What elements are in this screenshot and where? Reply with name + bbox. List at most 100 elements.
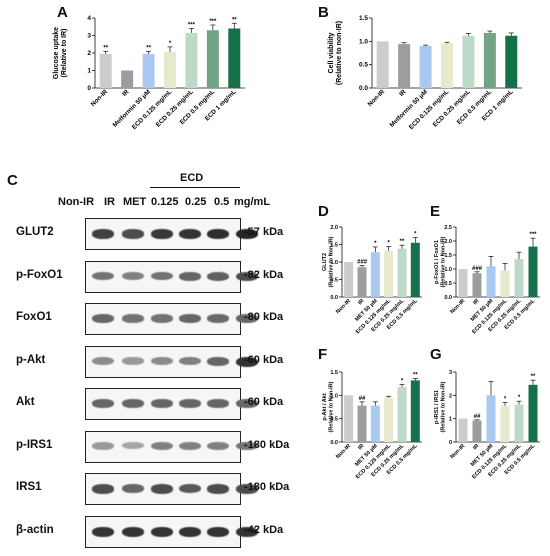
significance-label: * <box>414 232 417 238</box>
blot-band <box>92 314 114 323</box>
category-label: Non-IR <box>90 88 110 108</box>
y-tick-label: 0 <box>87 85 91 92</box>
blot-band <box>236 229 258 240</box>
significance-label: * <box>401 379 404 385</box>
blot-band <box>236 484 258 494</box>
bar <box>410 380 420 442</box>
bar <box>370 405 380 442</box>
category-label: ECD 0.125 mg/mL <box>131 88 174 131</box>
ecd-group-line <box>150 187 240 188</box>
y-axis-label-line: (Relative to Non-IR) <box>329 381 335 432</box>
significance-label: ** <box>400 239 405 245</box>
bar <box>514 259 524 297</box>
panel-letter-b: B <box>318 4 329 21</box>
blot-band <box>151 229 173 239</box>
y-tick-label: 1.0 <box>444 267 452 273</box>
blot-band <box>122 526 144 537</box>
category-label: IR <box>472 298 480 306</box>
blot-strip <box>85 388 258 420</box>
blot-band <box>92 526 114 537</box>
blot-band <box>207 441 229 450</box>
y-tick-label: 0.5 <box>444 281 452 287</box>
blot-band <box>179 356 201 365</box>
blot-kda-label: -60 kDa <box>244 353 284 366</box>
bar <box>370 252 380 297</box>
blot-band <box>151 526 173 537</box>
blot-strip <box>85 303 258 335</box>
panel-letter-f: F <box>318 346 328 363</box>
y-axis-label-line: p-Akt / Akt <box>322 393 328 420</box>
blot-band <box>236 526 258 537</box>
bar <box>441 43 453 88</box>
y-tick-label: 0.0 <box>330 295 338 301</box>
y-tick-label: 2 <box>449 393 452 399</box>
significance-label: * <box>387 241 390 247</box>
y-axis-label-line: (Relative to Non-IR) <box>329 236 335 287</box>
blot-kda-label: -80 kDa <box>244 311 284 323</box>
significance-label: ** <box>232 17 237 23</box>
bar <box>185 32 198 88</box>
blot-kda-label: -57 kDa <box>244 226 284 238</box>
blot-band <box>92 356 114 365</box>
category-label: Non-IR <box>367 88 387 108</box>
y-tick-label: 1.5 <box>330 370 338 376</box>
category-label: IR <box>398 88 408 98</box>
y-tick-label: 0 <box>449 440 452 446</box>
y-tick-label: 0.0 <box>330 440 338 446</box>
bar <box>121 70 134 88</box>
y-tick-label: 1 <box>449 417 452 423</box>
blot-protein-label: p-IRS1 <box>16 438 53 451</box>
y-tick-label: 1 <box>87 68 91 75</box>
y-tick-label: 1.0 <box>359 38 368 45</box>
y-tick-label: 0.0 <box>444 295 452 301</box>
blot-band <box>236 399 258 408</box>
blot-band <box>122 229 144 239</box>
y-axis-label-line: (Relative to non-IR) <box>336 21 343 85</box>
y-axis-label-line: Glucose uptake <box>53 27 60 79</box>
y-tick-label: 0.0 <box>359 85 368 92</box>
ecd-group-label: ECD <box>180 172 204 184</box>
blot-kda-label: -180 kDa <box>244 481 290 493</box>
y-axis-label: p-FoxO1 / FoxO1(Relative to Non-IR) <box>434 236 447 287</box>
blot-band <box>207 356 229 366</box>
y-tick-label: 3 <box>449 370 452 376</box>
y-tick-label: 2.5 <box>444 225 452 231</box>
bar <box>99 53 112 88</box>
panel-letter-e: E <box>430 203 441 220</box>
y-axis-label-line: (Relative to Non-IR) <box>441 236 447 287</box>
blot-protein-label: β-actin <box>16 523 54 536</box>
bar <box>397 248 407 297</box>
blot-band <box>122 271 144 280</box>
blot-band <box>236 441 258 451</box>
y-axis-label: p-IRS1 / IRS1(Relative to Non-IR) <box>434 381 447 432</box>
y-axis-label: p-Akt / Akt(Relative to Non-IR) <box>322 381 335 432</box>
y-tick-label: 2.0 <box>330 225 338 231</box>
bar <box>164 52 176 88</box>
y-tick-label: 3 <box>87 33 91 40</box>
panel-letter-a: A <box>57 4 68 21</box>
y-tick-label: 0.5 <box>330 417 338 423</box>
y-axis-label-line: p-FoxO1 / FoxO1 <box>434 240 440 284</box>
bar <box>462 35 475 88</box>
bar <box>472 273 482 297</box>
bar <box>483 32 496 88</box>
blot-band <box>179 399 201 408</box>
bar <box>486 395 496 442</box>
blot-protein-label: GLUT2 <box>16 226 54 238</box>
y-tick-label: 1.5 <box>330 243 338 249</box>
lane-label: IR <box>104 196 115 208</box>
bar <box>514 404 524 442</box>
bar <box>458 418 468 442</box>
significance-label: * <box>518 395 521 401</box>
significance-label: * <box>504 396 507 402</box>
bar <box>357 405 367 442</box>
blot-band <box>179 484 201 494</box>
significance-label: ** <box>413 373 418 379</box>
significance-label: ** <box>531 374 536 380</box>
category-label: ECD 0.125 mg/mL <box>408 88 451 131</box>
blot-kda-label: -180 kDa <box>244 438 290 451</box>
bar <box>206 30 219 88</box>
significance-label: ### <box>472 266 483 272</box>
category-label: IR <box>121 88 131 98</box>
blot-band <box>236 314 258 323</box>
